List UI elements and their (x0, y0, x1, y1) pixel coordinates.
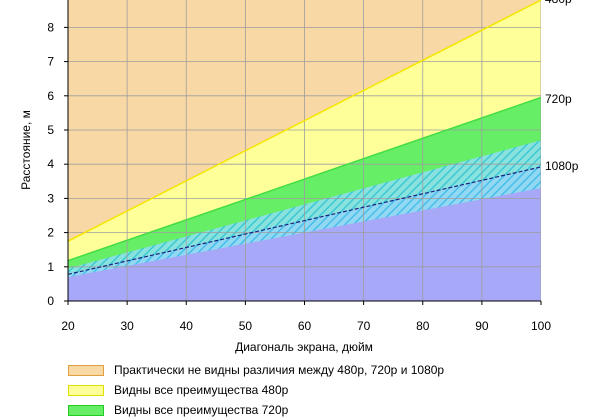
x-tick-label: 40 (180, 319, 194, 333)
legend-item-top: Практически не видны различия между 480p… (68, 360, 444, 380)
y-tick-label: 3 (47, 191, 54, 205)
x-tick-label: 50 (239, 319, 253, 333)
x-tick-label: 90 (475, 319, 489, 333)
legend-item-low: Видны все преимущества 720p (68, 400, 444, 420)
y-axis-title: Расстояние, м (19, 110, 33, 190)
series-label-1080p: 1080p (545, 159, 579, 173)
x-tick-label: 60 (298, 319, 312, 333)
x-axis-title: Диагональ экрана, дюйм (235, 340, 373, 354)
legend-label-low: Видны все преимущества 720p (114, 403, 289, 417)
series-label-720p: 720p (545, 92, 572, 106)
x-tick-label: 100 (531, 319, 551, 333)
y-tick-label: 0 (47, 294, 54, 308)
legend-swatch-mid (68, 384, 104, 396)
y-tick-label: 6 (47, 89, 54, 103)
x-tick-label: 80 (416, 319, 430, 333)
y-tick-label: 8 (47, 20, 54, 34)
legend-swatch-low (68, 404, 104, 416)
x-tick-label: 20 (61, 319, 75, 333)
series-line-1080p (68, 166, 541, 275)
y-tick-label: 5 (47, 123, 54, 137)
x-tick-label: 70 (357, 319, 371, 333)
y-tick-label: 2 (47, 226, 54, 240)
y-tick-label: 4 (47, 157, 54, 171)
series-line-720p (68, 96, 541, 262)
legend-label-mid: Видны все преимущества 480p (114, 383, 289, 397)
legend-label-top: Практически не видны различия между 480p… (114, 363, 445, 377)
legend-swatch-top (68, 364, 104, 376)
y-tick-label: 7 (47, 55, 54, 69)
y-tick-label: 1 (47, 260, 54, 274)
legend: Практически не видны различия между 480p… (68, 360, 444, 420)
series-line-480p (68, 0, 541, 242)
legend-item-mid: Видны все преимущества 480p (68, 380, 444, 400)
series-label-480p: 480p (545, 0, 572, 6)
x-tick-label: 30 (120, 319, 134, 333)
